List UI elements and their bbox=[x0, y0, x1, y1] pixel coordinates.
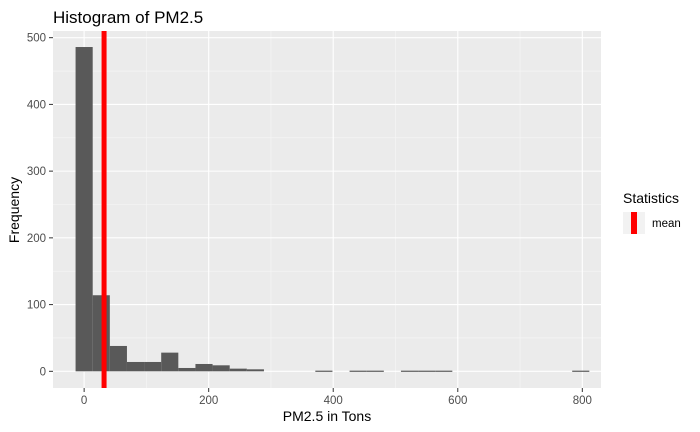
histogram-bar bbox=[75, 47, 93, 372]
legend-key-mean-swatch bbox=[631, 212, 637, 234]
histogram-bar bbox=[229, 368, 247, 372]
legend: Statistics mean bbox=[623, 190, 681, 234]
y-tick-label: 100 bbox=[27, 300, 46, 312]
histogram-bar bbox=[400, 370, 419, 372]
chart-title: Histogram of PM2.5 bbox=[53, 8, 203, 27]
y-axis: 0 100 200 300 400 500 bbox=[27, 33, 53, 378]
y-tick-label: 300 bbox=[27, 166, 46, 178]
histogram-bar bbox=[572, 370, 590, 372]
histogram-bar bbox=[126, 361, 145, 372]
x-tick-label: 600 bbox=[448, 395, 467, 407]
y-tick-label: 400 bbox=[27, 99, 46, 111]
histogram-bar bbox=[161, 352, 179, 372]
x-tick-label: 400 bbox=[324, 395, 343, 407]
histogram-bar bbox=[435, 370, 453, 372]
legend-title: Statistics bbox=[623, 190, 679, 206]
grid-major bbox=[53, 31, 601, 388]
histogram-bar bbox=[178, 367, 196, 372]
x-tick-label: 0 bbox=[81, 395, 87, 407]
histogram-bar bbox=[349, 370, 367, 372]
histogram-bar bbox=[109, 345, 127, 372]
histogram-bar bbox=[246, 369, 264, 372]
x-tick-label: 800 bbox=[573, 395, 592, 407]
histogram-bar bbox=[92, 295, 110, 372]
y-tick-label: 0 bbox=[40, 366, 46, 378]
x-axis: 0 200 400 600 800 bbox=[81, 388, 592, 407]
y-tick-label: 200 bbox=[27, 233, 46, 245]
histogram-bar bbox=[212, 365, 230, 372]
x-axis-title: PM2.5 in Tons bbox=[283, 408, 371, 424]
histogram-bar bbox=[366, 370, 384, 372]
y-tick-label: 500 bbox=[27, 33, 46, 45]
plot-panel bbox=[53, 31, 601, 388]
legend-label-mean: mean bbox=[652, 218, 681, 230]
x-tick-label: 200 bbox=[199, 395, 218, 407]
y-axis-title: Frequency bbox=[6, 177, 22, 243]
histogram-bar bbox=[195, 363, 213, 372]
histogram-bar bbox=[315, 370, 333, 372]
histogram-bar bbox=[418, 370, 436, 372]
histogram-bar bbox=[144, 361, 162, 372]
grid-minor bbox=[53, 31, 601, 388]
